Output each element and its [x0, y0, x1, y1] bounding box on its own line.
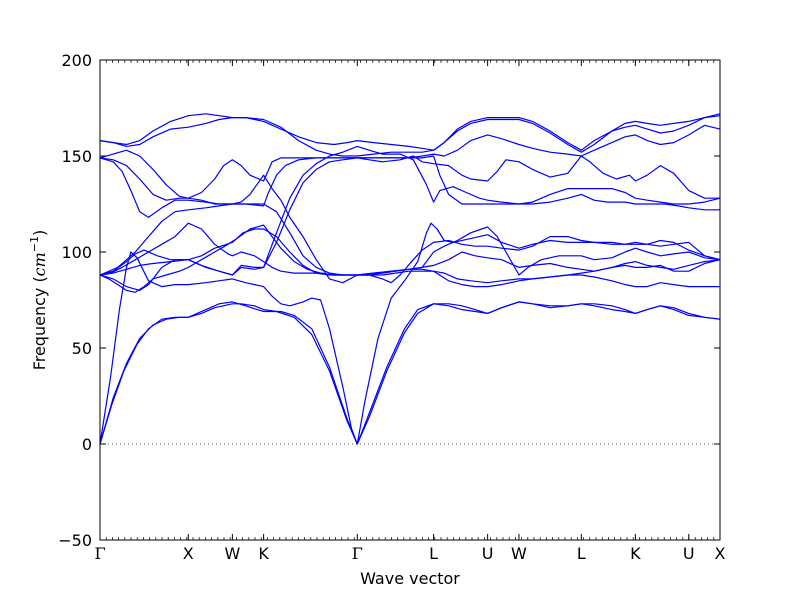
phonon-branch-3	[99, 222, 721, 445]
phonon-branch-12	[99, 157, 721, 284]
y-tick-label-3: 50	[72, 339, 92, 358]
y-tick-label-1: −50	[58, 531, 92, 550]
x-tick-label-5: Γ	[352, 544, 363, 563]
phonon-branch-7	[99, 226, 721, 276]
phonon-branch-2	[99, 301, 721, 445]
phonon-branch-9	[99, 113, 721, 157]
x-tick-label-9: L	[577, 544, 586, 563]
y-tick-label-4: 100	[61, 243, 92, 262]
x-tick-label-12: X	[715, 544, 726, 563]
y-tick-labels: −50 0 50 100 150 200	[58, 51, 92, 550]
phonon-branch-13	[99, 224, 720, 293]
phonon-branch-5	[99, 155, 720, 276]
series-layer	[99, 113, 721, 445]
phonon-branch-14	[99, 222, 721, 284]
phonon-branch-1	[99, 301, 721, 445]
phonon-branch-11	[99, 155, 721, 218]
x-tick-label-7: U	[482, 544, 494, 563]
x-tick-label-6: L	[429, 544, 438, 563]
x-tick-label-11: U	[683, 544, 695, 563]
y-axis-unit: cm	[30, 252, 49, 276]
x-tick-label-2: X	[183, 544, 194, 563]
y-tick-label-6: 200	[61, 51, 92, 70]
y-tick-label-2: 0	[82, 435, 92, 454]
x-tick-label-10: K	[630, 544, 641, 563]
y-tick-label-5: 150	[61, 147, 92, 166]
y-axis-label-text: Frequency	[30, 288, 49, 371]
y-axis-label: Frequency (cm−1)	[28, 230, 49, 371]
y-axis-unit-exponent: −1	[28, 236, 41, 252]
x-axis-label: Wave vector	[360, 569, 460, 588]
phonon-branch-8	[99, 113, 721, 153]
x-tick-label-3: W	[224, 544, 240, 563]
x-tick-label-1: Γ	[94, 544, 105, 563]
plot-frame	[99, 59, 721, 541]
x-tick-label-8: W	[511, 544, 527, 563]
x-tick-label-4: K	[258, 544, 269, 563]
